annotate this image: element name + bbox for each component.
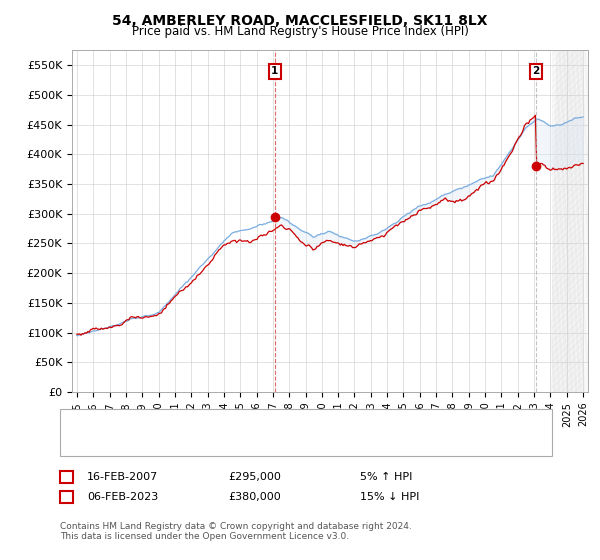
Text: £380,000: £380,000 [228, 492, 281, 502]
Text: —: — [72, 414, 88, 430]
Text: 54, AMBERLEY ROAD, MACCLESFIELD, SK11 8LX (detached house): 54, AMBERLEY ROAD, MACCLESFIELD, SK11 8L… [96, 417, 441, 427]
Bar [550, 50, 591, 392]
Text: 5% ↑ HPI: 5% ↑ HPI [360, 472, 412, 482]
Text: Price paid vs. HM Land Registry's House Price Index (HPI): Price paid vs. HM Land Registry's House … [131, 25, 469, 38]
Text: 15% ↓ HPI: 15% ↓ HPI [360, 492, 419, 502]
Text: Contains HM Land Registry data © Crown copyright and database right 2024.
This d: Contains HM Land Registry data © Crown c… [60, 522, 412, 542]
Text: 2: 2 [63, 492, 70, 502]
Text: £295,000: £295,000 [228, 472, 281, 482]
Text: HPI: Average price, detached house, Cheshire East: HPI: Average price, detached house, Ches… [96, 440, 361, 450]
Text: 06-FEB-2023: 06-FEB-2023 [87, 492, 158, 502]
Text: 1: 1 [271, 66, 278, 76]
Text: 2: 2 [532, 66, 539, 76]
Text: 16-FEB-2007: 16-FEB-2007 [87, 472, 158, 482]
Text: —: — [72, 437, 88, 452]
Text: 1: 1 [63, 472, 70, 482]
Text: 54, AMBERLEY ROAD, MACCLESFIELD, SK11 8LX: 54, AMBERLEY ROAD, MACCLESFIELD, SK11 8L… [112, 14, 488, 28]
